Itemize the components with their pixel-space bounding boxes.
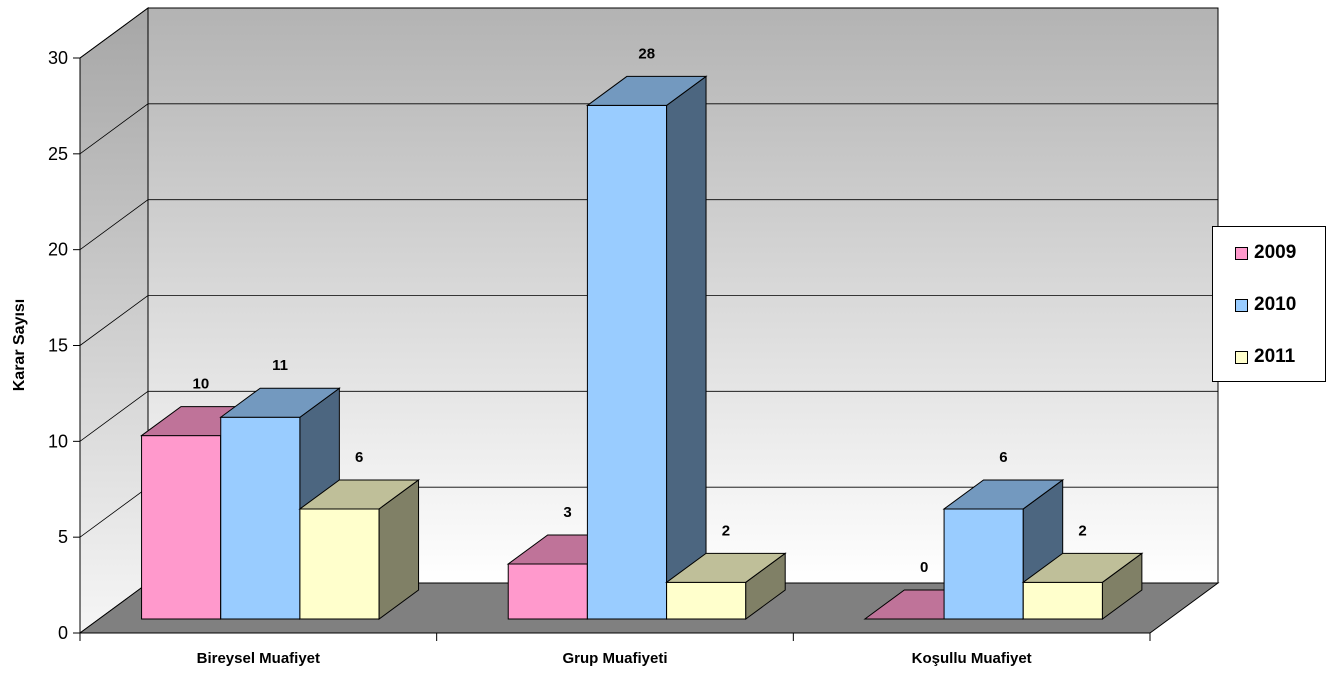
bar-front <box>666 581 747 620</box>
bar <box>665 552 787 620</box>
data-label: 10 <box>193 376 210 393</box>
gridline <box>79 7 1218 59</box>
grid-lines <box>79 7 1218 538</box>
bar <box>942 478 1065 620</box>
bar-top <box>665 552 787 583</box>
y-tick-label: 25 <box>48 144 68 164</box>
data-label: 0 <box>920 559 928 576</box>
bar-top <box>942 479 1065 510</box>
y-tick-label: 15 <box>48 336 68 356</box>
bar-top <box>298 479 421 510</box>
bars <box>140 75 1144 620</box>
data-labels: 10 11 6 3 28 2 0 6 2 <box>193 45 1087 576</box>
legend: 2009 2010 2011 <box>1212 226 1326 382</box>
legend-swatch-2010 <box>1235 298 1248 312</box>
data-label: 6 <box>355 449 363 466</box>
bar-top <box>219 387 341 418</box>
bar-top <box>585 75 708 106</box>
bar-front <box>220 416 301 620</box>
y-tick-label: 20 <box>48 240 68 260</box>
bar-front <box>586 104 668 620</box>
data-label: 28 <box>638 45 655 62</box>
data-label: 2 <box>722 522 730 539</box>
bar-side <box>666 75 707 620</box>
gridline <box>79 199 1218 250</box>
y-tick-label: 5 <box>58 527 68 547</box>
legend-item-2011: 2011 <box>1235 345 1295 369</box>
bar-front <box>1022 581 1103 620</box>
x-tick-label: Grup Muafiyeti <box>562 650 667 667</box>
data-label: 3 <box>563 504 571 521</box>
legend-label-2009: 2009 <box>1254 242 1297 263</box>
y-tick-label: 0 <box>58 623 68 643</box>
legend-swatch-2009 <box>1235 246 1248 260</box>
bar-front <box>141 435 222 620</box>
x-tick-label: Bireysel Muafiyet <box>197 650 320 667</box>
bar <box>1021 552 1144 620</box>
legend-item-2009: 2009 <box>1235 241 1296 265</box>
bar-top <box>1021 552 1144 583</box>
bar <box>298 478 421 620</box>
data-label: 2 <box>1078 522 1086 539</box>
bar-front <box>943 508 1024 620</box>
bar-front <box>299 508 380 620</box>
gridline <box>79 295 1218 346</box>
gridline <box>79 390 1218 442</box>
bar <box>585 75 708 620</box>
legend-label-2011: 2011 <box>1254 346 1296 367</box>
data-label: 6 <box>999 449 1007 466</box>
bar-front <box>507 563 588 620</box>
legend-item-2010: 2010 <box>1235 293 1296 317</box>
y-tick-label: 10 <box>48 431 68 451</box>
gridline <box>79 103 1218 155</box>
y-axis-label: Karar Sayısı <box>11 299 28 392</box>
legend-label-2010: 2010 <box>1254 294 1297 315</box>
y-tick-label: 30 <box>48 48 68 68</box>
x-tick-label: Koşullu Muafiyet <box>912 650 1032 667</box>
legend-swatch-2011 <box>1235 350 1248 364</box>
data-label: 11 <box>272 357 288 374</box>
